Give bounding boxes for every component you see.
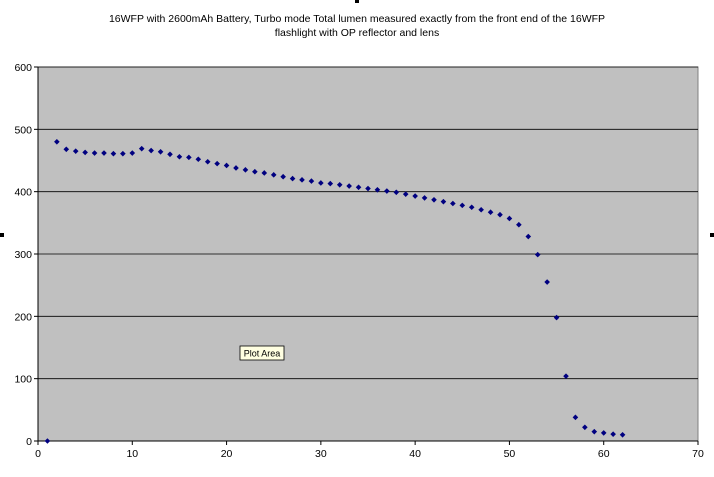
data-point — [261, 170, 268, 176]
data-points — [44, 139, 626, 444]
data-point — [72, 148, 79, 154]
data-point — [186, 154, 192, 161]
x-tick-label-70: 70 — [692, 448, 704, 460]
data-point — [44, 438, 51, 444]
data-point — [478, 206, 484, 213]
x-tick-label-20: 20 — [221, 448, 233, 460]
data-point — [440, 198, 447, 205]
y-tick-label-400: 400 — [14, 187, 32, 199]
data-point — [242, 167, 249, 173]
x-tick-label-30: 30 — [315, 448, 327, 460]
data-point — [336, 182, 343, 188]
data-point — [214, 160, 220, 167]
data-point — [572, 414, 579, 421]
data-point — [563, 373, 569, 379]
data-point — [393, 189, 400, 196]
data-point — [431, 196, 437, 203]
selection-handle-right[interactable] — [710, 233, 714, 237]
data-point — [204, 158, 211, 165]
x-tick-label-0: 0 — [35, 448, 41, 460]
y-tick-label-200: 200 — [14, 311, 32, 323]
data-point — [148, 147, 154, 154]
data-point — [120, 150, 126, 157]
data-point — [299, 177, 305, 183]
data-point — [421, 195, 428, 201]
data-point — [82, 149, 88, 156]
plot-area-tooltip: Plot Area — [239, 345, 285, 361]
data-point — [270, 172, 277, 178]
data-point — [553, 314, 560, 321]
data-point — [101, 150, 107, 156]
y-tick-label-600: 600 — [14, 62, 32, 74]
data-point — [195, 156, 202, 163]
data-point — [233, 165, 239, 171]
x-tick-label-50: 50 — [504, 448, 516, 460]
data-point — [534, 251, 541, 258]
data-point — [619, 431, 626, 438]
x-tick-label-10: 10 — [126, 448, 138, 460]
data-point — [600, 430, 607, 436]
data-point — [506, 215, 513, 222]
data-point — [412, 193, 418, 199]
data-point — [544, 279, 550, 285]
data-point — [289, 175, 296, 182]
chart-title-line-2: flashlight with OP reflector and lens — [275, 27, 439, 39]
data-point — [525, 233, 532, 240]
y-tick-label-500: 500 — [14, 124, 32, 136]
data-point — [516, 221, 522, 228]
tooltip-box — [239, 345, 285, 361]
y-tick-label-100: 100 — [14, 374, 32, 386]
data-point — [318, 180, 324, 186]
data-point — [365, 185, 371, 192]
data-point — [308, 178, 315, 184]
data-point — [459, 202, 466, 209]
data-point — [252, 168, 258, 175]
data-point — [384, 188, 390, 194]
x-tick-label-60: 60 — [598, 448, 610, 460]
axes — [34, 66, 699, 445]
selection-handle-top[interactable] — [355, 0, 359, 3]
data-point — [346, 183, 352, 189]
data-point — [176, 153, 183, 160]
data-point — [450, 200, 456, 207]
data-point — [129, 150, 136, 156]
data-point — [91, 150, 98, 156]
data-point — [54, 139, 60, 145]
data-point — [280, 173, 286, 180]
data-point — [487, 209, 494, 216]
tooltip-label: Plot Area — [244, 349, 281, 359]
y-tick-label-0: 0 — [26, 436, 32, 448]
data-point — [355, 184, 362, 191]
data-point — [497, 211, 503, 218]
data-point — [138, 145, 145, 152]
data-point — [582, 424, 588, 431]
selection-handle-left[interactable] — [0, 233, 4, 237]
data-point — [468, 204, 475, 211]
data-point — [402, 191, 409, 197]
data-point — [591, 428, 598, 435]
x-tick-label-40: 40 — [409, 448, 421, 460]
data-point — [327, 180, 334, 187]
gridlines — [38, 66, 698, 380]
data-point — [610, 431, 616, 437]
data-point — [110, 150, 117, 157]
chart-title-line-1: 16WFP with 2600mAh Battery, Turbo mode T… — [109, 13, 605, 25]
data-point — [223, 162, 230, 169]
data-point — [167, 151, 173, 158]
data-point — [63, 146, 70, 153]
tick-labels: 0 100 200 300 400 500 600 0 10 20 30 40 50 60 70 — [14, 62, 704, 460]
y-tick-label-300: 300 — [14, 249, 32, 261]
data-point — [157, 148, 164, 155]
data-point — [374, 186, 381, 193]
